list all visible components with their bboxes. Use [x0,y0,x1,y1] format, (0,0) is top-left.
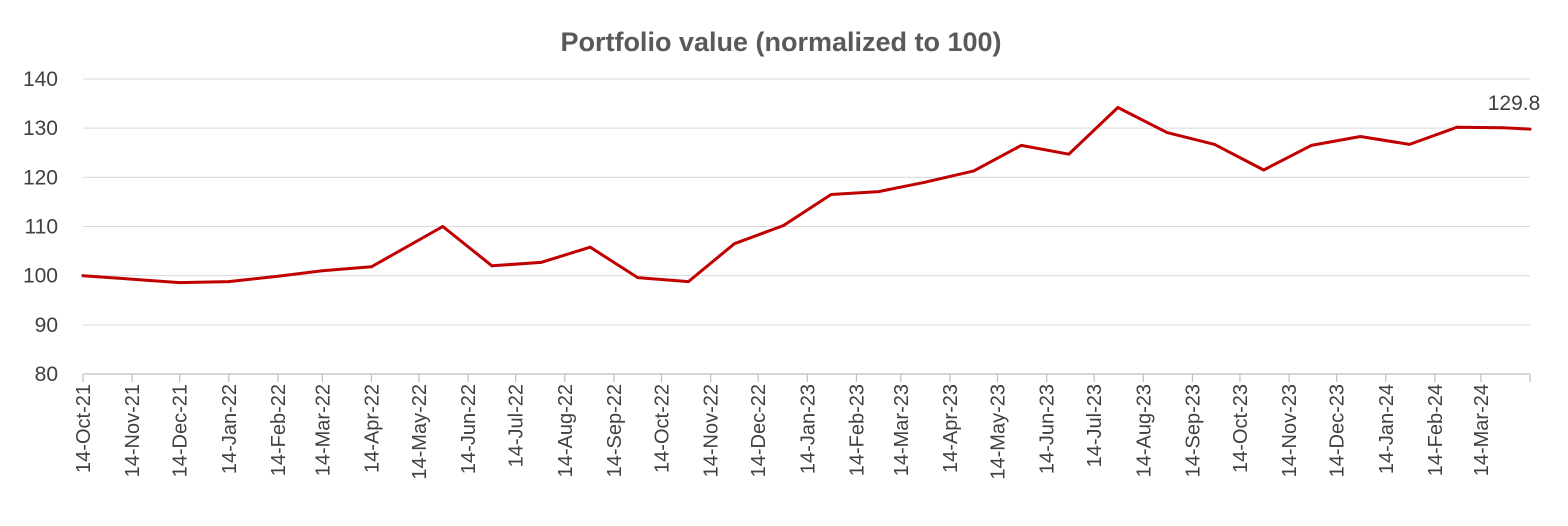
x-tick-label: 14-Jan-23 [797,384,819,474]
data-point [782,224,785,227]
data-point [923,180,926,184]
x-tick-label: 14-Nov-22 [701,384,723,477]
x-tick-label: 14-Sep-22 [604,384,626,477]
data-point [1528,127,1532,131]
data-point [1067,152,1071,156]
data-point [81,274,85,278]
x-tick-label: 14-Mar-24 [1471,384,1493,476]
data-point [972,169,976,173]
series-line-0 [81,106,1532,285]
x-tick-label: 14-Oct-22 [651,384,673,473]
data-point [370,265,373,269]
x-tick-label: 14-Feb-22 [268,384,290,476]
series-layer [81,106,1532,285]
y-tick-label: 140 [23,68,58,91]
x-tick-label: 14-May-22 [409,384,431,480]
data-point [1019,143,1023,147]
y-tick-label: 120 [23,166,58,189]
chart-title: Portfolio value (normalized to 100) [560,27,1001,57]
x-tick-label: 14-Jul-23 [1084,384,1106,467]
y-tick-label: 110 [25,216,58,239]
data-point [178,281,182,284]
x-axis: 14-Oct-21 14-Nov-21 14-Dec-21 14-Jan-22 14-F… [73,373,1531,480]
data-point [1359,135,1362,138]
y-axis-tick-labels: 80 90 100 110 120 130 140 [23,68,58,386]
x-tick-label: 14-May-23 [987,384,1009,480]
data-point [1309,143,1313,147]
x-tick-label: 14-Jan-22 [219,384,241,474]
x-tick-label: 14-Dec-21 [170,384,192,477]
x-tick-label: 14-Jan-24 [1376,384,1398,474]
data-label-last-value: 129.8 [1488,92,1541,115]
data-point [539,260,543,264]
data-point [1262,168,1266,172]
data-point [829,193,833,196]
x-tick-label: 14-Jul-22 [506,384,528,467]
data-point [227,280,231,283]
x-tick-label: 14-Oct-23 [1230,384,1252,473]
x-tick-label: 14-Nov-23 [1279,384,1301,477]
y-tick-label: 130 [23,117,58,140]
x-tick-label: 14-Dec-23 [1327,384,1349,477]
data-point [1408,142,1411,146]
data-point [1116,106,1120,109]
x-tick-label: 14-Feb-24 [1425,384,1447,476]
data-point [490,264,494,268]
data-point [636,276,640,280]
x-tick-label: 14-Apr-22 [361,384,383,473]
x-tick-label: 14-Jun-22 [458,384,480,474]
y-tick-label: 100 [23,265,58,288]
data-point [320,269,324,273]
x-tick-label: 14-Aug-22 [555,384,577,477]
x-tick-label: 14-Apr-23 [940,384,962,473]
data-point [1213,142,1217,146]
x-tick-label: 14-Nov-21 [122,384,144,477]
data-point [441,225,445,228]
data-point [1165,131,1169,134]
y-tick-label: 80 [35,363,58,386]
x-tick-label: 14-Aug-23 [1133,384,1155,477]
x-tick-label: 14-Dec-22 [748,384,770,477]
data-point [732,242,736,246]
x-tick-label: 14-Feb-23 [846,384,868,476]
data-point [588,245,592,249]
x-tick-label: 14-Jun-23 [1037,384,1059,474]
data-labels: 129.8 [1488,92,1541,115]
data-point [877,190,881,193]
data-point [276,274,280,278]
gridlines [83,78,1530,326]
x-tick-label: 14-Sep-23 [1182,384,1204,477]
data-point [687,280,690,283]
data-point [1455,125,1459,129]
x-tick-label: 14-Mar-22 [312,384,334,476]
y-tick-label: 90 [35,314,58,337]
data-point [1501,126,1505,130]
x-tick-label: 14-Oct-21 [73,384,95,473]
x-tick-label: 14-Mar-23 [891,384,913,476]
